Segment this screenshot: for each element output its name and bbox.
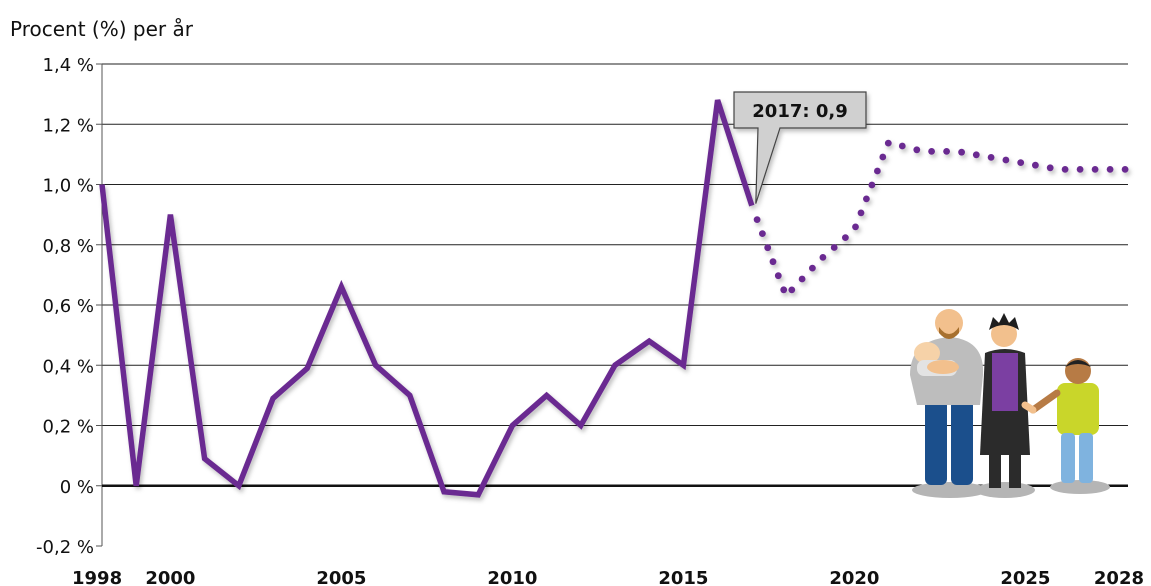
forecast-dot — [1091, 166, 1099, 173]
series-line-actual — [99, 99, 755, 498]
y-tick-label: 0,2 % — [43, 417, 94, 438]
forecast-dot — [759, 230, 766, 238]
annotation-callout: 2017: 0,9 — [733, 91, 867, 204]
forecast-dot — [774, 272, 782, 280]
forecast-dot — [863, 195, 870, 203]
forecast-dot — [972, 151, 980, 159]
forecast-dot — [879, 153, 887, 161]
y-tick-label: 0,4 % — [43, 356, 94, 377]
forecast-dot — [868, 181, 876, 189]
forecast-dot — [769, 258, 777, 266]
forecast-dot — [830, 244, 838, 251]
forecast-dot — [852, 223, 859, 231]
series-dots-forecast — [753, 139, 1129, 294]
x-tick-label: 1998 — [72, 568, 122, 586]
forecast-dot — [1106, 166, 1114, 173]
forecast-dot — [943, 148, 950, 155]
y-tick-labels: 1,4 % 1,2 % 1,0 % 0,8 % 0,6 % 0,4 % 0,2 % 0 % -0… — [36, 55, 102, 558]
x-tick-label: 2025 — [1000, 568, 1050, 586]
x-tick-labels: 1998 2000 2005 2010 2015 2020 2025 2028 — [72, 568, 1144, 586]
forecast-dot — [798, 275, 806, 283]
forecast-dot — [1076, 166, 1084, 173]
forecast-dot — [780, 286, 788, 294]
forecast-dot — [764, 244, 772, 252]
forecast-dot — [958, 148, 965, 156]
x-tick-label: 2015 — [658, 568, 708, 586]
forecast-dot — [1046, 164, 1054, 172]
y-axis-title: Procent (%) per år — [10, 17, 194, 41]
forecast-dot — [898, 142, 906, 150]
y-tick-label: 0,8 % — [43, 236, 94, 257]
forecast-dot — [928, 148, 935, 155]
forecast-dot — [842, 234, 849, 242]
x-tick-label: 2028 — [1094, 568, 1144, 586]
x-tick-label: 2000 — [145, 568, 195, 586]
series-layer — [99, 99, 1129, 498]
forecast-dot — [1061, 166, 1069, 173]
y-tick-label: 0,6 % — [43, 296, 94, 317]
y-tick-label: -0,2 % — [36, 537, 94, 558]
forecast-dot — [788, 286, 796, 294]
y-tick-label: 1,0 % — [43, 176, 94, 197]
family-icon — [910, 309, 1110, 498]
x-tick-label: 2005 — [316, 568, 366, 586]
forecast-dot — [1002, 156, 1010, 164]
x-tick-label: 2010 — [487, 568, 537, 586]
y-tick-label: 1,2 % — [43, 115, 94, 136]
forecast-dot — [1032, 161, 1039, 169]
forecast-dot — [819, 254, 827, 261]
forecast-dot — [1121, 166, 1129, 173]
y-tick-label: 0 % — [60, 477, 94, 498]
forecast-dot — [987, 154, 995, 161]
annotation-label: 2017: 0,9 — [752, 101, 847, 122]
y-tick-label: 1,4 % — [43, 55, 94, 76]
forecast-dot — [753, 216, 761, 224]
forecast-dot — [913, 146, 921, 154]
forecast-dot — [809, 264, 816, 272]
forecast-dot — [874, 167, 881, 175]
x-tick-label: 2020 — [829, 568, 879, 586]
forecast-dot — [1017, 159, 1025, 167]
forecast-dot — [857, 209, 865, 217]
forecast-dot — [884, 139, 892, 147]
